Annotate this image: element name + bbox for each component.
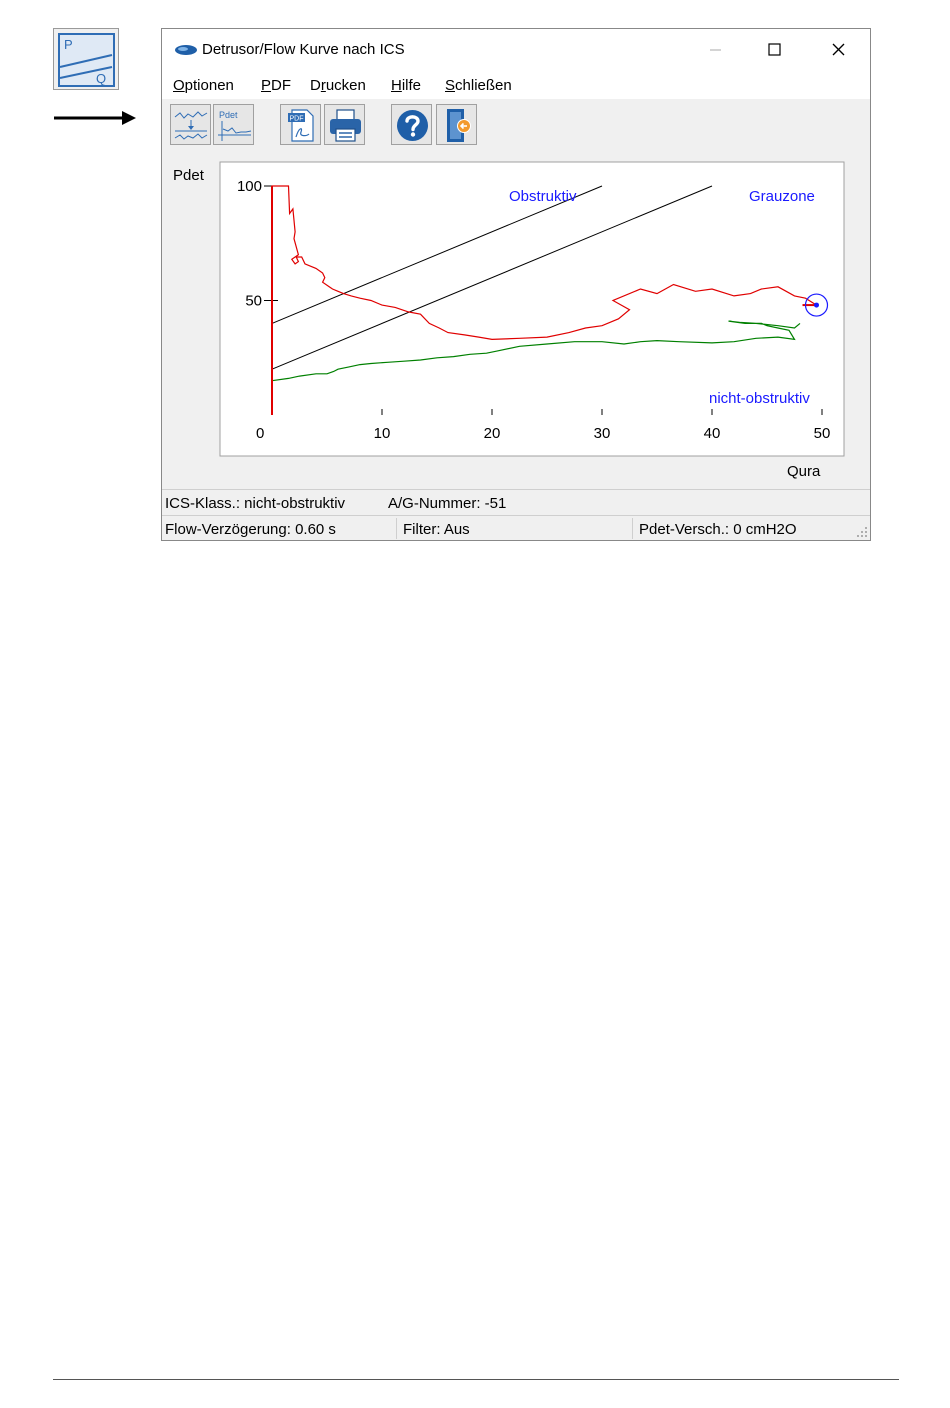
y-tick-label: 50 xyxy=(245,293,262,310)
side-icon-p-label: P xyxy=(64,37,73,52)
help-button[interactable] xyxy=(391,104,432,145)
pdf-export-button[interactable]: PDF xyxy=(280,104,321,145)
pq-chart-icon[interactable]: P Q xyxy=(53,28,119,90)
detrusor-flow-chart: Pdet Qura 0 10 20 30 40 50 100 50 Obstruktiv Grauzo… xyxy=(173,161,845,480)
pdet-shift: Pdet-Versch.: 0 cmH2O xyxy=(639,521,797,538)
pointer-arrow-icon xyxy=(54,111,136,125)
exit-button[interactable] xyxy=(436,104,477,145)
boundary-line-1 xyxy=(271,185,713,370)
close-button[interactable] xyxy=(814,35,860,65)
ag-number: A/G-Nummer: -51 xyxy=(388,495,507,512)
menu-drucken[interactable]: Drucken xyxy=(310,77,366,94)
toolbar: Pdet PDF xyxy=(162,99,870,151)
end-marker-circle xyxy=(804,293,829,317)
status-bar-top: ICS-Klass.: nicht-obstruktiv A/G-Nummer:… xyxy=(162,489,870,515)
x-tick-label: 40 xyxy=(704,425,721,442)
status-separator xyxy=(396,518,397,539)
series-line-0 xyxy=(271,185,817,381)
x-tick-label: 30 xyxy=(594,425,611,442)
y-tick-label: 100 xyxy=(237,178,262,195)
title-bar[interactable]: Detrusor/Flow Kurve nach ICS xyxy=(162,29,870,72)
curves-button[interactable] xyxy=(170,104,211,145)
app-logo-icon xyxy=(175,45,197,55)
x-tick-label: 0 xyxy=(256,425,264,442)
pdet-icon-label: Pdet xyxy=(219,110,238,120)
maximize-button[interactable] xyxy=(752,35,798,65)
minimize-button[interactable] xyxy=(692,35,738,65)
pdf-icon: PDF xyxy=(288,109,314,142)
menu-pdf[interactable]: PDF xyxy=(261,77,292,94)
region-label-grauzone: Grauzone xyxy=(749,188,815,205)
exit-door-icon xyxy=(447,109,471,142)
pdf-icon-label: PDF xyxy=(290,116,304,123)
curves-icon xyxy=(174,111,208,140)
chart-panel: Pdet Qura 0 10 20 30 40 50 100 50 Obstruktiv Grauzo… xyxy=(162,151,870,487)
menu-hilfe[interactable]: Hilfe xyxy=(391,77,422,94)
x-tick-label: 50 xyxy=(814,425,831,442)
y-axis-label: Pdet xyxy=(173,167,205,184)
menu-bar: Optionen PDF Drucken Hilfe Schließen xyxy=(162,72,870,99)
region-label-obstruktiv: Obstruktiv xyxy=(509,188,577,205)
status-bar-bottom: Flow-Verzögerung: 0.60 s Filter: Aus Pde… xyxy=(162,515,870,540)
window-title: Detrusor/Flow Kurve nach ICS xyxy=(202,41,405,58)
side-icon-q-label: Q xyxy=(96,71,106,86)
help-icon xyxy=(397,110,428,141)
ics-classification: ICS-Klass.: nicht-obstruktiv xyxy=(165,495,346,512)
boundary-line-0 xyxy=(271,185,603,324)
pdet-chart-icon: Pdet xyxy=(218,110,252,141)
x-tick-label: 20 xyxy=(484,425,501,442)
print-button[interactable] xyxy=(324,104,365,145)
status-separator xyxy=(632,518,633,539)
x-axis-label: Qura xyxy=(787,463,821,480)
plot-frame xyxy=(219,161,845,457)
resize-grip-icon[interactable] xyxy=(856,526,868,538)
x-tick-label: 10 xyxy=(374,425,391,442)
minimize-icon xyxy=(710,49,721,51)
printer-icon xyxy=(330,109,361,142)
end-marker-dot xyxy=(814,302,819,308)
app-window: Detrusor/Flow Kurve nach ICS Optionen PD… xyxy=(161,28,871,541)
series-line-1 xyxy=(271,320,801,382)
region-label-nicht-obstruktiv: nicht-obstruktiv xyxy=(709,390,810,407)
menu-optionen[interactable]: Optionen xyxy=(173,77,234,94)
menu-schliessen[interactable]: Schließen xyxy=(445,77,512,94)
flow-delay: Flow-Verzögerung: 0.60 s xyxy=(165,521,336,538)
page-footer-rule xyxy=(53,1379,899,1380)
maximize-icon xyxy=(768,43,781,56)
close-icon xyxy=(832,43,845,56)
pdet-chart-button[interactable]: Pdet xyxy=(213,104,254,145)
filter-status: Filter: Aus xyxy=(403,521,470,538)
